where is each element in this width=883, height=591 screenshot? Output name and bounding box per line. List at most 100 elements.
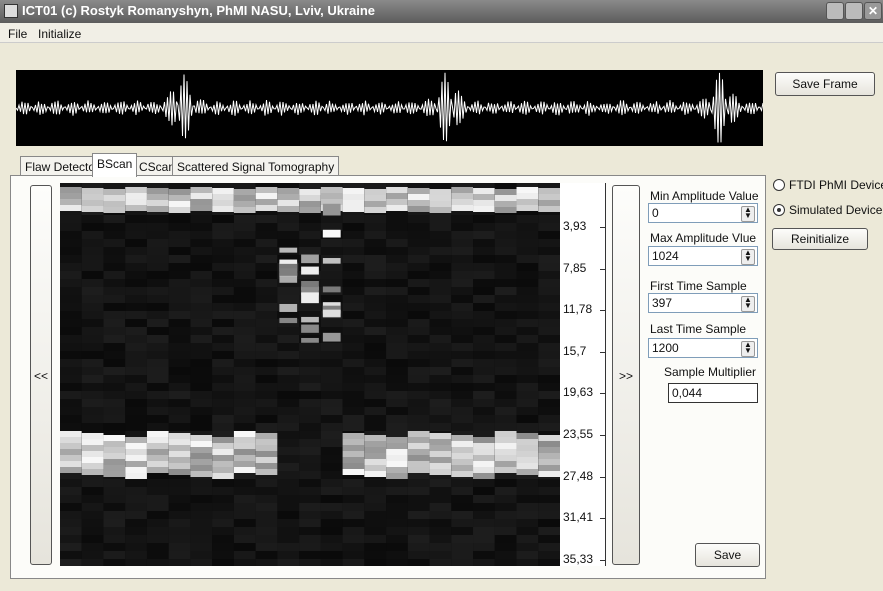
bscan-cell — [386, 311, 408, 319]
bscan-echo — [386, 205, 408, 211]
bscan-cell — [538, 559, 560, 566]
bscan-cell — [364, 279, 386, 287]
bscan-cell — [147, 375, 169, 383]
bscan-echo — [125, 205, 147, 211]
bscan-cell — [125, 287, 147, 295]
number-input[interactable]: 1200▲▼ — [648, 338, 758, 358]
bscan-cell — [495, 215, 517, 223]
bscan-cell — [321, 351, 343, 359]
bscan-cell — [538, 527, 560, 535]
bscan-cell — [125, 399, 147, 407]
bscan-cell — [408, 311, 430, 319]
bscan-cell — [277, 559, 299, 566]
bscan-cell — [103, 303, 125, 311]
previous-button[interactable]: << — [30, 185, 52, 565]
bscan-echo — [517, 457, 539, 463]
tab-active[interactable]: BScan — [92, 153, 137, 177]
bscan-cell — [343, 239, 365, 247]
maximize-button[interactable] — [845, 2, 863, 20]
bscan-cell — [451, 343, 473, 351]
menu-item[interactable]: File — [8, 27, 27, 41]
bscan-cell — [212, 527, 234, 535]
bscan-cell — [408, 303, 430, 311]
bscan-cell — [430, 335, 452, 343]
close-button[interactable]: ✕ — [864, 2, 882, 20]
save-button[interactable]: Save — [695, 543, 760, 567]
bscan-cell — [299, 463, 321, 471]
bscan-cell — [430, 223, 452, 231]
bscan-cell — [364, 487, 386, 495]
bscan-cell — [430, 367, 452, 375]
bscan-cell — [517, 311, 539, 319]
number-input[interactable]: 1024▲▼ — [648, 246, 758, 266]
bscan-echo — [343, 457, 365, 463]
number-input[interactable]: 0▲▼ — [648, 203, 758, 223]
bscan-cell — [147, 503, 169, 511]
bscan-echo — [473, 206, 495, 212]
bscan-cell — [473, 391, 495, 399]
bscan-echo — [517, 469, 539, 475]
bscan-cell — [125, 335, 147, 343]
bscan-cell — [343, 271, 365, 279]
bscan-echo — [538, 441, 560, 447]
spinner[interactable]: ▲▼ — [741, 341, 755, 357]
bscan-cell — [82, 391, 104, 399]
bscan-cell — [364, 495, 386, 503]
bscan-cell — [408, 527, 430, 535]
bscan-cell — [103, 255, 125, 263]
bscan-cell — [169, 495, 191, 503]
bscan-cell — [538, 351, 560, 359]
bscan-cell — [82, 215, 104, 223]
menu-bar: File Initialize — [0, 23, 883, 43]
bscan-cell — [82, 399, 104, 407]
bscan-cell — [212, 383, 234, 391]
bscan-cell — [256, 335, 278, 343]
menu-item[interactable]: Initialize — [38, 27, 81, 41]
bscan-cell — [299, 455, 321, 463]
bscan-echo — [343, 463, 365, 469]
bscan-cell — [212, 551, 234, 559]
bscan-cell — [538, 287, 560, 295]
minimize-button[interactable] — [826, 2, 844, 20]
bscan-cell — [517, 527, 539, 535]
bscan-cell — [343, 415, 365, 423]
bscan-cell — [321, 455, 343, 463]
bscan-cell — [343, 527, 365, 535]
bscan-cell — [495, 335, 517, 343]
bscan-cell — [473, 279, 495, 287]
bscan-cell — [256, 495, 278, 503]
bscan-echo — [169, 451, 191, 457]
bscan-cell — [386, 519, 408, 527]
bscan-cell — [451, 479, 473, 487]
bscan-cell — [473, 423, 495, 431]
bscan-cell — [430, 503, 452, 511]
depth-axis: 3,937,8511,7815,719,6323,5527,4831,4135,… — [560, 183, 606, 566]
save-frame-button[interactable]: Save Frame — [775, 72, 875, 96]
bscan-cell — [343, 399, 365, 407]
text-input[interactable]: 0,044 — [668, 383, 758, 403]
bscan-cell — [190, 399, 212, 407]
bscan-echo — [147, 461, 169, 467]
spinner[interactable]: ▲▼ — [741, 296, 755, 312]
bscan-cell — [212, 423, 234, 431]
radio-button[interactable] — [773, 179, 785, 191]
bscan-cell — [386, 383, 408, 391]
spinner[interactable]: ▲▼ — [741, 206, 755, 222]
bscan-cell — [321, 439, 343, 447]
bscan-cell — [103, 399, 125, 407]
number-input[interactable]: 397▲▼ — [648, 293, 758, 313]
bscan-echo — [147, 443, 169, 449]
bscan-cell — [234, 383, 256, 391]
bscan-echo — [323, 204, 341, 216]
bscan-cell — [103, 495, 125, 503]
reinitialize-button[interactable]: Reinitialize — [772, 228, 868, 250]
bscan-cell — [169, 247, 191, 255]
axis-label: 3,93 — [563, 219, 586, 233]
bscan-cell — [125, 543, 147, 551]
bscan-cell — [256, 527, 278, 535]
tab[interactable]: Scattered Signal Tomography — [172, 156, 339, 176]
radio-button-selected[interactable] — [773, 204, 785, 216]
bscan-cell — [299, 239, 321, 247]
next-button[interactable]: >> — [612, 185, 640, 565]
spinner[interactable]: ▲▼ — [741, 249, 755, 265]
